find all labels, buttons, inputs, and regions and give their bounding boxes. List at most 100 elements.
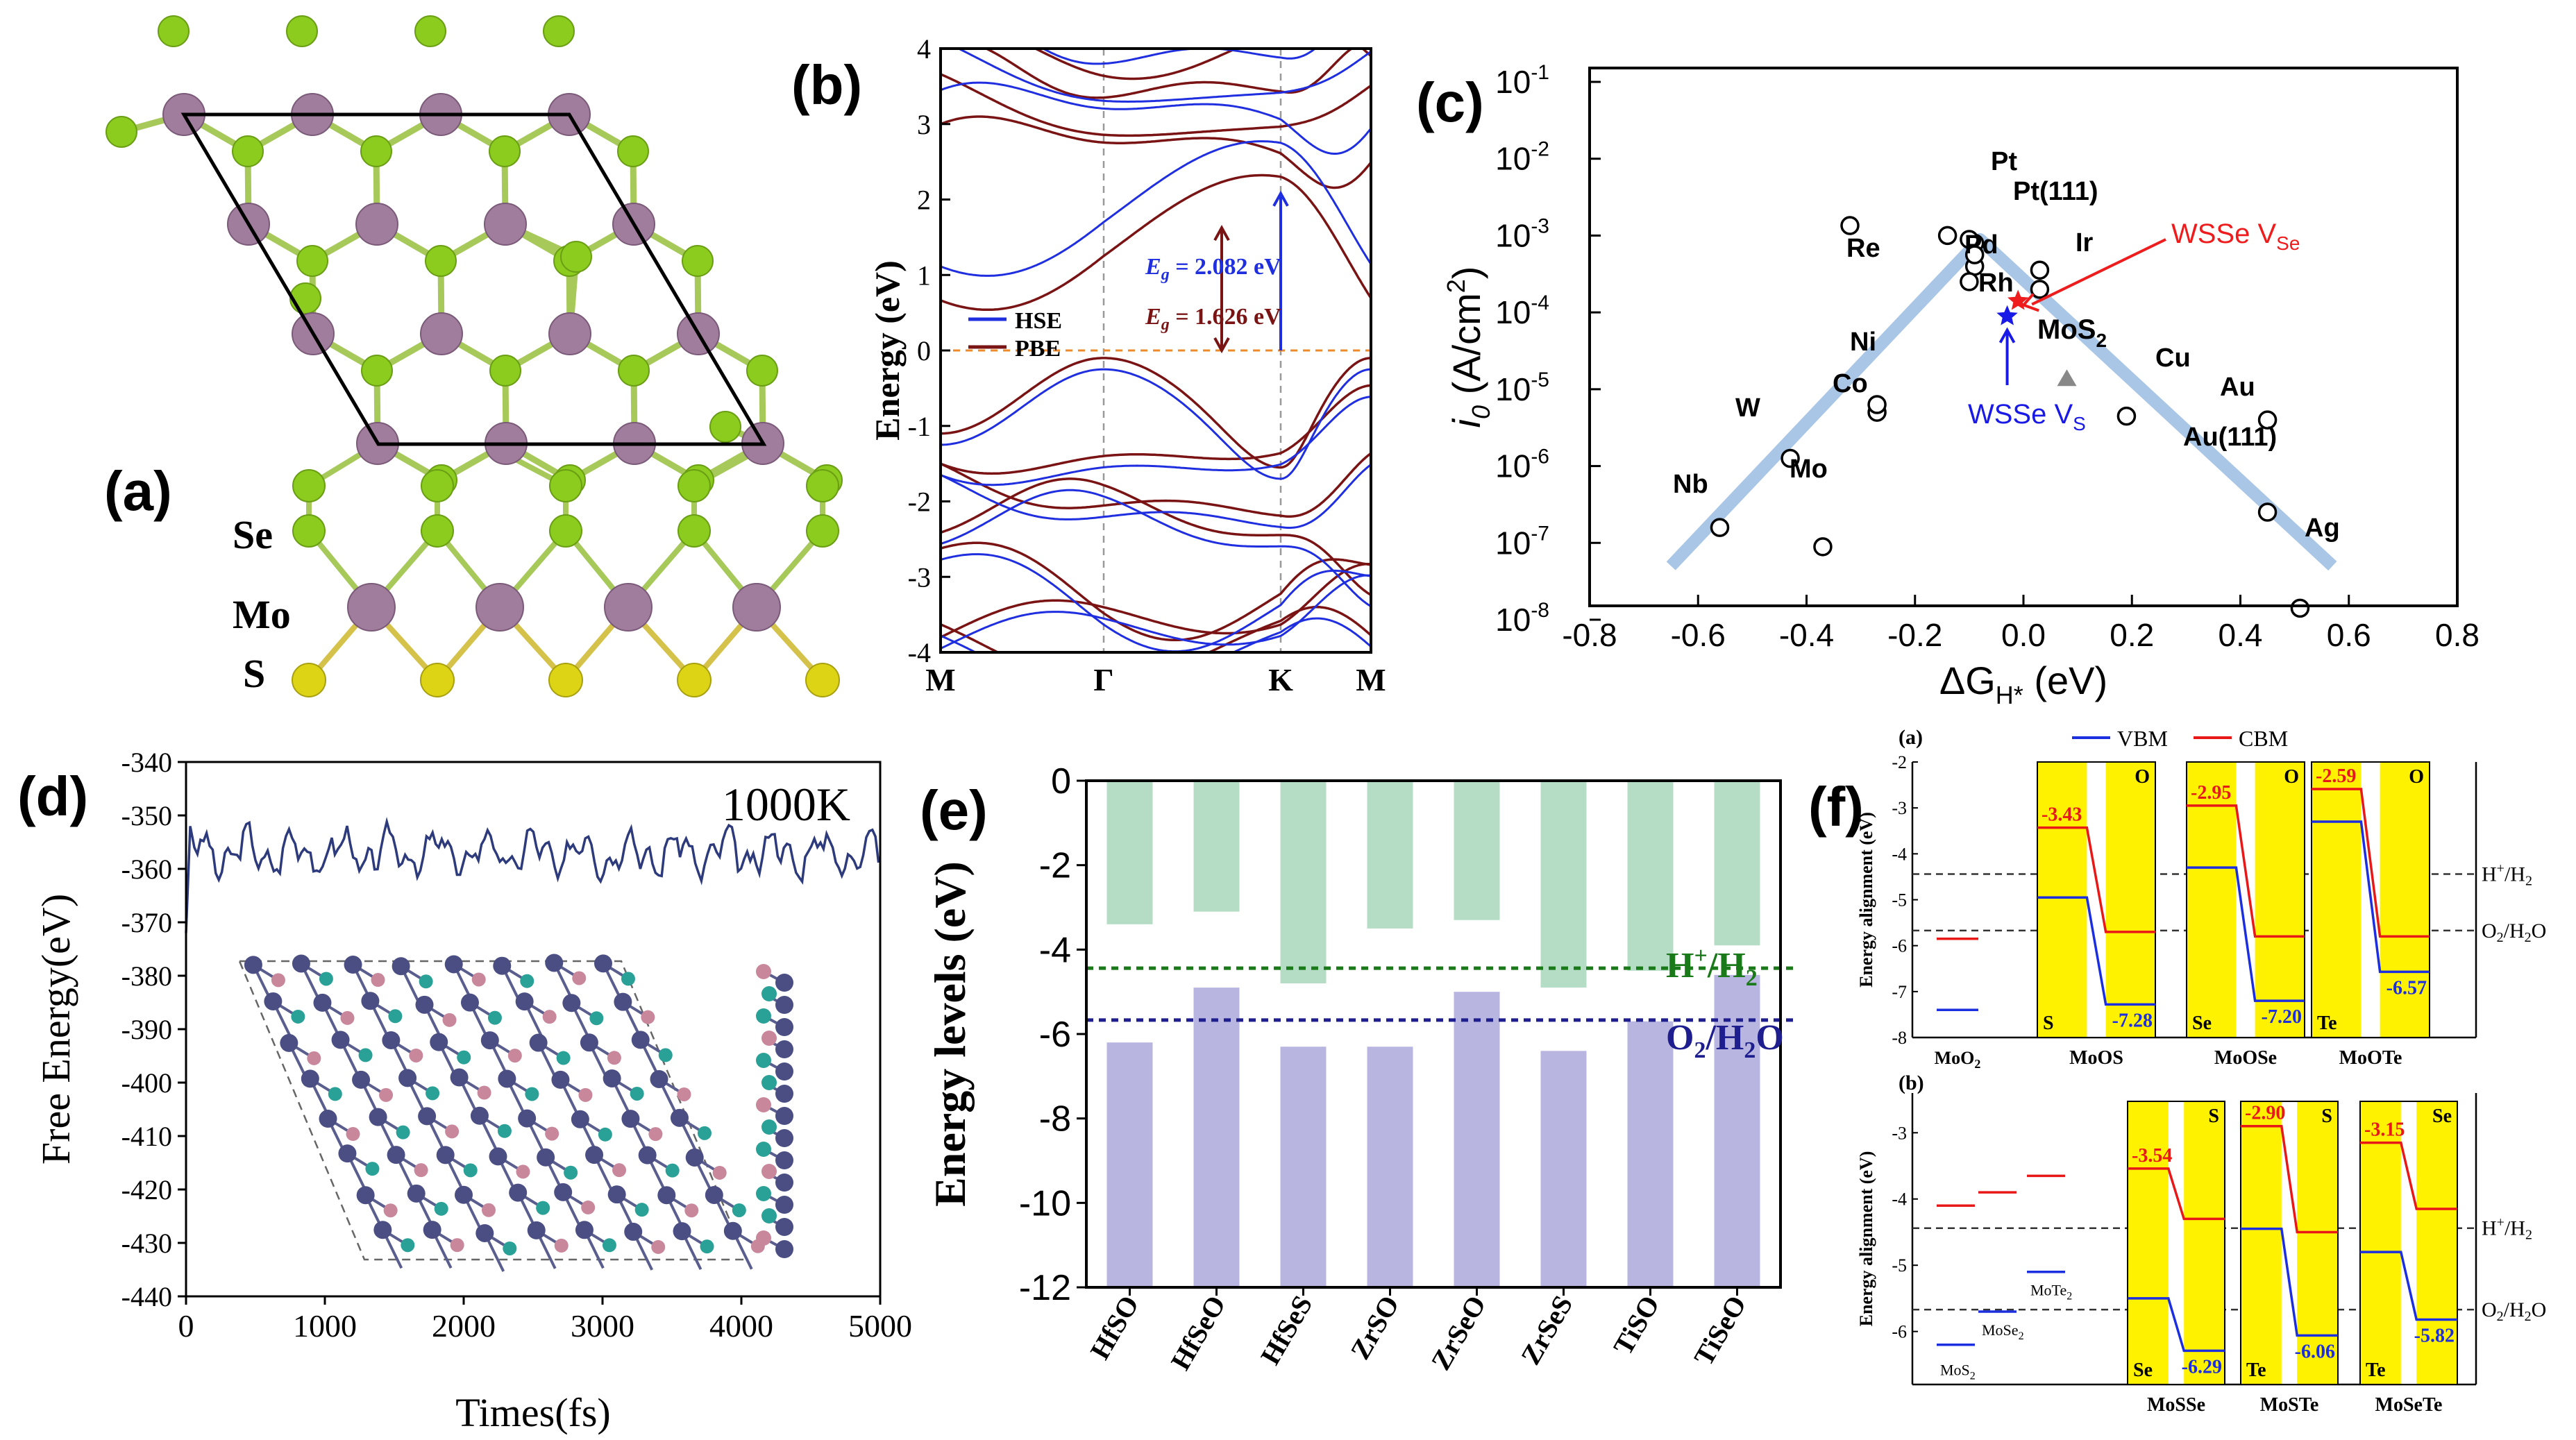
se-atom — [425, 245, 457, 277]
a-label-s: S — [243, 651, 265, 696]
s-atom — [805, 663, 840, 697]
se-atom — [677, 469, 711, 502]
left-atom-label: Te — [2317, 1013, 2337, 1034]
tspan: 10 — [1495, 371, 1531, 407]
atom — [346, 1127, 360, 1142]
e-yticks: 0 -2 -4 -6 -8 -10 -12 — [1019, 761, 1086, 1308]
x-tick-label: 0.6 — [2327, 617, 2371, 653]
tspan: H — [2482, 1217, 2497, 1240]
cbm-line — [2187, 804, 2305, 938]
e-h-label: H+/H2 — [1666, 943, 1758, 991]
cbm-line — [2241, 1124, 2338, 1234]
material-label: MoOSe — [2214, 1047, 2277, 1069]
x-tick-label: 1000 — [293, 1308, 357, 1344]
atom — [379, 1087, 394, 1102]
atom — [414, 1163, 428, 1178]
se-atom — [560, 241, 592, 273]
metal-point — [2257, 502, 2278, 522]
se-atom — [682, 245, 714, 277]
panel-f-label: (f) — [1808, 776, 1864, 838]
a-label-se: Se — [233, 512, 273, 557]
se-atom — [106, 116, 137, 148]
y-tick-label: -440 — [121, 1281, 172, 1312]
tspan: MoS — [2037, 314, 2096, 345]
y-tick-label: 10-6 — [1495, 446, 1549, 484]
atom — [612, 1163, 627, 1178]
atom — [515, 992, 534, 1011]
vbm-bar — [1454, 992, 1500, 1287]
tspan: MoO — [1935, 1048, 1975, 1068]
d-xlabel: Times(fs) — [455, 1390, 610, 1435]
tspan: O — [2482, 1298, 2497, 1321]
cbm-line — [2128, 1167, 2225, 1221]
y-tick-label: 10-3 — [1495, 214, 1549, 253]
y-tick-label: -8 — [1039, 1099, 1071, 1140]
s-atom — [677, 663, 712, 697]
tspan: 2 — [1970, 1371, 1976, 1382]
atom — [621, 1110, 640, 1128]
atom — [775, 1107, 793, 1125]
pbe-band — [941, 115, 1371, 189]
panel-d-label: (d) — [17, 765, 88, 827]
metal-point — [1840, 216, 1860, 235]
c-xlabel: ΔGH* (eV) — [1939, 659, 2107, 709]
b-ylabel: Energy (eV) — [868, 260, 907, 441]
atom — [373, 1221, 392, 1239]
tspan: /H — [2504, 1298, 2525, 1321]
atom — [684, 1203, 699, 1218]
tspan: S — [2073, 413, 2086, 434]
tspan: H — [2482, 863, 2497, 886]
y-tick-label: -390 — [121, 1014, 172, 1045]
atom — [444, 955, 463, 974]
tspan: Se — [2276, 232, 2300, 254]
metal-label: Ag — [2305, 514, 2340, 543]
atom — [507, 1049, 522, 1063]
y-tick-label: -5 — [1892, 1255, 1907, 1276]
y-tick-label: -370 — [121, 907, 172, 938]
tspan: 10 — [1495, 294, 1531, 330]
y-tick-label: -2 — [1892, 752, 1907, 772]
atom — [554, 1183, 573, 1201]
panel-a-structure: (a) Se Mo S — [104, 15, 843, 697]
atom — [603, 1069, 621, 1087]
atom — [665, 1163, 680, 1178]
atom — [344, 956, 362, 974]
atom — [658, 1048, 673, 1062]
atom — [732, 1203, 746, 1217]
atom — [775, 1040, 793, 1058]
atom — [761, 1208, 777, 1223]
atom — [361, 992, 380, 1010]
panel-frame — [2127, 1101, 2225, 1385]
se-atom — [709, 411, 741, 443]
x-tick-label: -0.2 — [1887, 617, 1942, 653]
atom — [761, 986, 777, 1001]
se-atom — [549, 514, 582, 548]
atom — [271, 973, 285, 988]
atom — [401, 1238, 415, 1253]
vacuum-gap — [2400, 1101, 2417, 1384]
se-atom — [806, 469, 839, 502]
tspan: 2 — [2525, 873, 2532, 888]
hse-band — [941, 368, 1371, 480]
o-level-label: O2/H2O — [2482, 920, 2546, 945]
tspan: 10 — [1495, 217, 1531, 253]
y-tick-label: -10 — [1019, 1183, 1071, 1223]
cbm-line — [2037, 826, 2155, 933]
tspan: O — [2482, 920, 2497, 942]
atom — [648, 1127, 663, 1142]
atom — [657, 1186, 676, 1205]
atom — [602, 1238, 616, 1253]
atom — [775, 1085, 793, 1103]
x-tick-label: HfSeO — [1165, 1290, 1232, 1375]
vbm-bar — [1280, 1047, 1327, 1287]
d-structure — [238, 954, 793, 1272]
pbe-band — [941, 73, 1371, 137]
wsse-vs-label: WSSe VS — [1968, 399, 2086, 434]
atom — [527, 1221, 546, 1239]
se-atom — [414, 15, 446, 47]
atom — [700, 1239, 714, 1254]
y-tick-label: 3 — [917, 109, 931, 140]
tspan: 2 — [2066, 1291, 2072, 1303]
f-ylabel: Energy alignment (eV) — [1856, 1151, 1876, 1327]
